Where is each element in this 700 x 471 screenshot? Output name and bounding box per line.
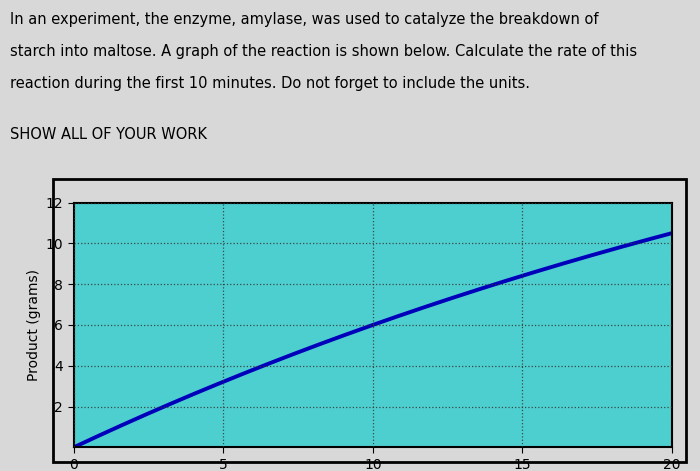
Text: reaction during the first 10 minutes. Do not forget to include the units.: reaction during the first 10 minutes. Do… [10,76,531,91]
Text: SHOW ALL OF YOUR WORK: SHOW ALL OF YOUR WORK [10,127,207,142]
Text: starch into maltose. A graph of the reaction is shown below. Calculate the rate : starch into maltose. A graph of the reac… [10,44,638,59]
Y-axis label: Product (grams): Product (grams) [27,269,41,381]
Text: In an experiment, the enzyme, amylase, was used to catalyze the breakdown of: In an experiment, the enzyme, amylase, w… [10,12,599,27]
